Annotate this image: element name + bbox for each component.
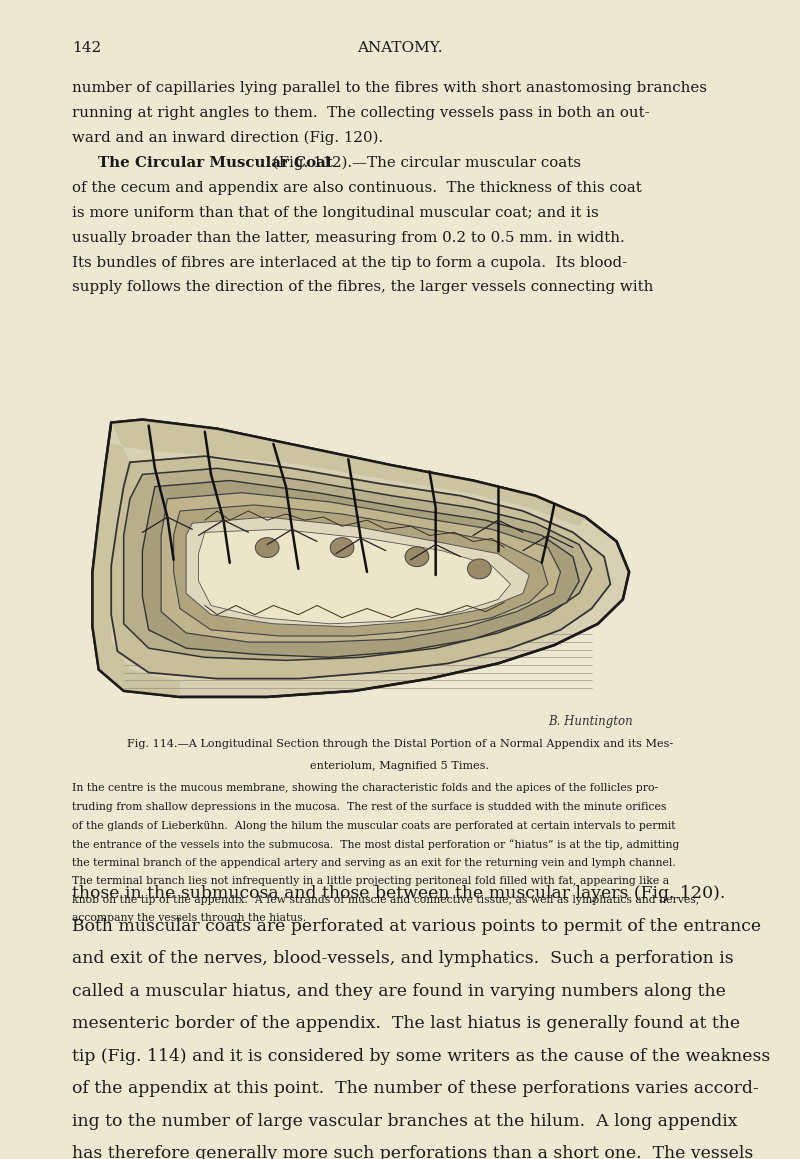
Text: of the glands of Lieberkühn.  Along the hilum the muscular coats are perforated : of the glands of Lieberkühn. Along the h… (72, 821, 675, 831)
Polygon shape (93, 420, 586, 697)
Text: B. Huntington: B. Huntington (548, 715, 633, 728)
Text: supply follows the direction of the fibres, the larger vessels connecting with: supply follows the direction of the fibr… (72, 280, 654, 294)
Polygon shape (186, 517, 530, 627)
Text: those in the submucosa and those between the muscular layers (Fig. 120).: those in the submucosa and those between… (72, 885, 726, 903)
Polygon shape (198, 530, 510, 624)
Text: In the centre is the mucous membrane, showing the characteristic folds and the a: In the centre is the mucous membrane, sh… (72, 783, 658, 794)
Text: accompany the vessels through the hiatus.: accompany the vessels through the hiatus… (72, 913, 306, 924)
Ellipse shape (405, 547, 429, 567)
Text: mesenteric border of the appendix.  The last hiatus is generally found at the: mesenteric border of the appendix. The l… (72, 1015, 740, 1033)
Text: of the cecum and appendix are also continuous.  The thickness of this coat: of the cecum and appendix are also conti… (72, 181, 642, 195)
Polygon shape (161, 493, 561, 642)
Text: truding from shallow depressions in the mucosa.  The rest of the surface is stud: truding from shallow depressions in the … (72, 802, 666, 812)
Text: Both muscular coats are perforated at various points to permit of the entrance: Both muscular coats are perforated at va… (72, 918, 761, 935)
Text: Fig. 114.—A Longitudinal Section through the Distal Portion of a Normal Appendix: Fig. 114.—A Longitudinal Section through… (127, 739, 673, 750)
Polygon shape (80, 420, 704, 724)
Ellipse shape (467, 559, 491, 578)
Text: ANATOMY.: ANATOMY. (358, 41, 442, 54)
Polygon shape (142, 481, 579, 657)
Text: knob on the tip of the appendix.  A few strands of muscle and connective tissue,: knob on the tip of the appendix. A few s… (72, 895, 699, 905)
Text: the entrance of the vessels into the submucosa.  The most distal perforation or : the entrance of the vessels into the sub… (72, 839, 679, 850)
Text: (Fig. 112).—The circular muscular coats: (Fig. 112).—The circular muscular coats (268, 155, 581, 170)
Text: 142: 142 (72, 41, 102, 54)
Text: tip (Fig. 114) and it is considered by some writers as the cause of the weakness: tip (Fig. 114) and it is considered by s… (72, 1048, 770, 1065)
Text: running at right angles to them.  The collecting vessels pass in both an out-: running at right angles to them. The col… (72, 105, 650, 121)
Ellipse shape (330, 538, 354, 557)
Text: number of capillaries lying parallel to the fibres with short anastomosing branc: number of capillaries lying parallel to … (72, 81, 707, 95)
Text: has therefore generally more such perforations than a short one.  The vessels: has therefore generally more such perfor… (72, 1145, 754, 1159)
Text: usually broader than the latter, measuring from 0.2 to 0.5 mm. in width.: usually broader than the latter, measuri… (72, 231, 625, 245)
Polygon shape (174, 505, 548, 636)
Text: enteriolum, Magnified 5 Times.: enteriolum, Magnified 5 Times. (310, 761, 490, 772)
Text: the terminal branch of the appendical artery and serving as an exit for the retu: the terminal branch of the appendical ar… (72, 858, 676, 868)
Text: and exit of the nerves, blood-vessels, and lymphatics.  Such a perforation is: and exit of the nerves, blood-vessels, a… (72, 950, 734, 968)
Text: ing to the number of large vascular branches at the hilum.  A long appendix: ing to the number of large vascular bran… (72, 1113, 738, 1130)
Polygon shape (93, 420, 629, 697)
Polygon shape (111, 457, 610, 679)
Text: called a muscular hiatus, and they are found in varying numbers along the: called a muscular hiatus, and they are f… (72, 983, 726, 1000)
Text: The terminal branch lies not infrequently in a little projecting peritoneal fold: The terminal branch lies not infrequentl… (72, 876, 669, 887)
Text: is more uniform than that of the longitudinal muscular coat; and it is: is more uniform than that of the longitu… (72, 205, 598, 220)
Text: of the appendix at this point.  The number of these perforations varies accord-: of the appendix at this point. The numbe… (72, 1080, 758, 1098)
Text: ward and an inward direction (Fig. 120).: ward and an inward direction (Fig. 120). (72, 131, 383, 145)
Text: Its bundles of fibres are interlaced at the tip to form a cupola.  Its blood-: Its bundles of fibres are interlaced at … (72, 255, 627, 270)
Ellipse shape (255, 538, 279, 557)
Text: The Circular Muscular Coat: The Circular Muscular Coat (98, 155, 333, 170)
Polygon shape (124, 468, 592, 661)
